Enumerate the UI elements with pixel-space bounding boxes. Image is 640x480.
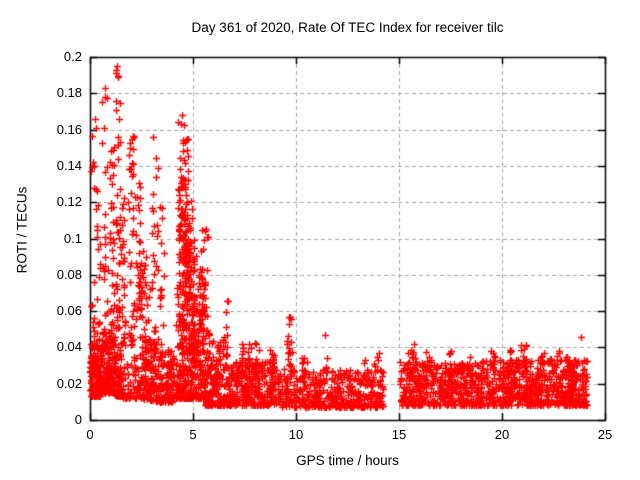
chart-title: Day 361 of 2020, Rate Of TEC Index for r… [191, 20, 504, 35]
y-tick-label: 0.04 [56, 339, 82, 354]
y-tick-label: 0.08 [56, 267, 82, 282]
y-tick-label: 0.16 [56, 122, 82, 137]
x-tick-label: 0 [86, 427, 94, 442]
y-tick-label: 0.18 [56, 85, 82, 100]
y-tick-label: 0.06 [56, 303, 82, 318]
x-tick-label: 25 [597, 427, 613, 442]
x-tick-label: 15 [391, 427, 407, 442]
y-tick-label: 0.14 [56, 158, 82, 173]
x-axis-title: GPS time / hours [296, 453, 399, 468]
y-tick-label: 0 [74, 412, 82, 427]
y-tick-label: 0.2 [63, 49, 82, 64]
x-tick-label: 20 [494, 427, 510, 442]
y-tick-label: 0.12 [56, 194, 82, 209]
x-tick-label: 5 [189, 427, 197, 442]
y-tick-label: 0.1 [63, 231, 82, 246]
x-tick-label: 10 [288, 427, 304, 442]
y-tick-label: 0.02 [56, 376, 82, 391]
